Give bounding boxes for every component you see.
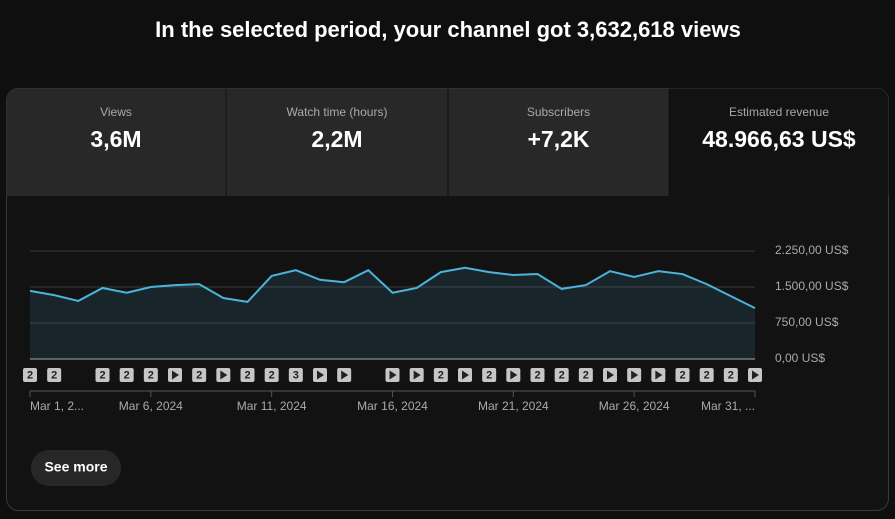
- x-tick-label: Mar 6, 2024: [119, 399, 183, 413]
- annotation-marker[interactable]: [95, 368, 110, 382]
- play-icon: [413, 370, 421, 380]
- play-icon: [752, 370, 759, 380]
- annotation-label: 2: [559, 369, 565, 381]
- metric-value: 3,6M: [90, 126, 141, 152]
- metric-label: Views: [100, 105, 132, 119]
- annotation-marker[interactable]: [264, 368, 279, 382]
- page-title: In the selected period, your channel got…: [155, 17, 741, 42]
- annotation-marker[interactable]: [47, 368, 62, 382]
- x-tick-label: Mar 31, ...: [701, 399, 755, 413]
- tabs: Views 3,6M Watch time (hours) 2,2M Subscribe…: [6, 88, 889, 196]
- annotation-label: 3: [293, 369, 299, 381]
- area: [30, 267, 755, 359]
- metric-label: Subscribers: [527, 105, 590, 119]
- metric-value: +7,2K: [527, 126, 589, 152]
- play-icon: [389, 370, 397, 380]
- annotation-label: 2: [196, 369, 202, 381]
- x-tick-label: Mar 1, 2...: [30, 399, 84, 413]
- play-icon: [655, 370, 663, 380]
- annotation-label: 2: [27, 369, 33, 381]
- annotation-label: 2: [99, 369, 105, 381]
- annotation-marker[interactable]: [482, 368, 497, 382]
- y-tick-label: 2.250,00 US$: [775, 243, 849, 257]
- see-more-button[interactable]: [31, 450, 121, 486]
- x-tick-label: Mar 21, 2024: [478, 399, 549, 413]
- metric-label: Estimated revenue: [729, 105, 829, 119]
- annotation-marker[interactable]: [578, 368, 593, 382]
- annotation-label: 2: [534, 369, 540, 381]
- annotation-marker[interactable]: [143, 368, 158, 382]
- metric-value: 48.966,63 US$: [702, 126, 856, 152]
- annotation-label: 2: [124, 369, 130, 381]
- annotation-marker[interactable]: [723, 368, 738, 382]
- button-label[interactable]: See more: [44, 459, 107, 475]
- annotation-marker[interactable]: [530, 368, 545, 382]
- annotation-label: 2: [679, 369, 685, 381]
- annotation-marker[interactable]: [23, 368, 37, 382]
- line: [29, 266, 756, 310]
- annotation-label: 2: [244, 369, 250, 381]
- annotation-label: 2: [51, 369, 57, 381]
- x-tick-label: Mar 16, 2024: [357, 399, 428, 413]
- annotation-label: 2: [486, 369, 492, 381]
- annotation-marker[interactable]: [554, 368, 569, 382]
- annotation-marker[interactable]: [675, 368, 690, 382]
- metric-tab[interactable]: [448, 88, 669, 196]
- annotation-marker[interactable]: [699, 368, 714, 382]
- play-icon: [607, 370, 614, 380]
- metric-value: 2,2M: [311, 126, 362, 152]
- x-tick-label: Mar 11, 2024: [237, 399, 307, 413]
- play-icon: [341, 370, 349, 380]
- metric-tab[interactable]: [6, 88, 226, 196]
- metric-tab[interactable]: [226, 88, 448, 196]
- x-tick-label: Mar 26, 2024: [599, 399, 670, 413]
- metric-label: Watch time (hours): [287, 105, 388, 119]
- play-icon: [172, 370, 179, 380]
- annotation-marker[interactable]: [288, 368, 303, 382]
- play-icon: [510, 370, 518, 380]
- annotation-marker[interactable]: [192, 368, 207, 382]
- annotation-marker[interactable]: [119, 368, 134, 382]
- annotation-label: 2: [148, 369, 154, 381]
- annotation-label: 2: [438, 369, 444, 381]
- annotation-label: 2: [583, 369, 589, 381]
- annotation-label: 2: [704, 369, 710, 381]
- annotation-marker[interactable]: [433, 368, 448, 382]
- annotation-label: 2: [728, 369, 734, 381]
- y-tick-label: 750,00 US$: [775, 315, 839, 329]
- play-icon: [317, 370, 324, 380]
- play-icon: [631, 370, 639, 380]
- y-tick-label: 0,00 US$: [775, 351, 825, 365]
- metric-tab[interactable]: [669, 88, 889, 196]
- annotation-marker[interactable]: [240, 368, 255, 382]
- y-tick-label: 1.500,00 US$: [775, 279, 849, 293]
- annotation-label: 2: [269, 369, 275, 381]
- play-icon: [462, 370, 469, 380]
- play-icon: [220, 370, 228, 380]
- chart: 0,00 US$ 750,00 US$ 1.500,00 US$ 2.250,00 U…: [23, 243, 849, 413]
